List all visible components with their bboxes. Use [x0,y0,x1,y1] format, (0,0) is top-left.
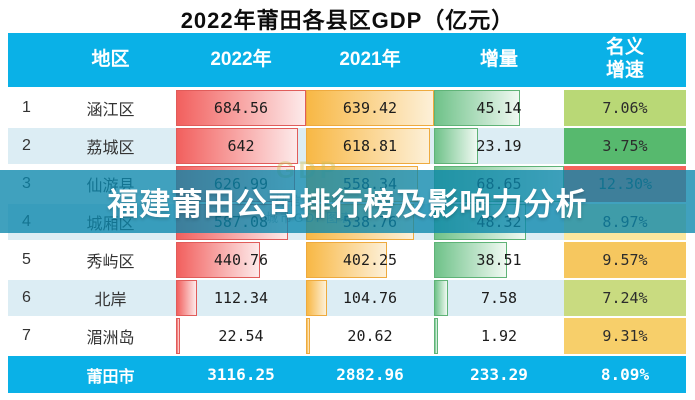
region-cell: 荔城区 [86,140,135,157]
rank-cell: 6 [22,289,31,306]
increase-bar [434,90,520,126]
region-cell: 北岸 [94,292,127,309]
total-2021: 2882.96 [336,365,404,384]
gdp-2021-bar [306,280,327,316]
increase-bar [434,242,507,278]
rank-cell: 5 [22,251,31,268]
increase-cell: 23.19 [434,128,564,164]
gdp-2022-value: 684.56 [213,99,269,117]
gdp-2021-bar [306,90,434,126]
increase-cell: 38.51 [434,242,564,278]
increase-cell: 45.14 [434,90,564,126]
increase-value: 1.92 [480,327,518,345]
gdp-2022-value: 440.76 [213,251,269,269]
table-row: 5 秀屿区 440.76 402.25 38.51 9.57% [8,242,686,278]
increase-bar [434,318,438,354]
gdp-2021-bar [306,128,430,164]
increase-value: 23.19 [476,137,522,155]
gdp-2022-cell: 440.76 [176,242,306,278]
gdp-2022-value: 22.54 [218,327,264,345]
table-header-row: 地区 2022年 2021年 增量 名义 增速 [8,33,686,87]
chart-title: 2022年莆田各县区GDP（亿元） [180,8,515,33]
gdp-2021-cell: 104.76 [306,280,434,316]
gdp-2021-cell: 618.81 [306,128,434,164]
growth-cell: 7.06% [564,90,686,126]
header-growth: 名义 增速 [564,37,686,83]
total-growth: 8.09% [600,365,650,384]
increase-bar [434,280,449,316]
gdp-2022-cell: 642 [176,128,306,164]
region-cell: 秀屿区 [86,254,135,271]
increase-value: 7.58 [480,289,518,307]
gdp-2021-bar [306,318,311,354]
gdp-2021-value: 20.62 [347,327,393,345]
header-growth-line2: 增速 [605,60,644,81]
gdp-2022-cell: 112.34 [176,280,306,316]
gdp-2021-bar [306,242,387,278]
header-2021: 2021年 [339,48,401,70]
gdp-2021-value: 618.81 [342,137,398,155]
table-row: 2 荔城区 642 618.81 23.19 3.75% [8,128,686,164]
gdp-2022-cell: 22.54 [176,318,306,354]
growth-cell: 9.57% [564,242,686,278]
banner-title: 福建莆田公司排行榜及影响力分析 [107,187,588,222]
header-growth-line1: 名义 [605,37,644,59]
growth-cell: 7.24% [564,280,686,316]
total-region: 莆田市 [86,368,135,386]
table-row: 1 涵江区 684.56 639.42 45.14 7.06% [8,90,686,126]
gdp-2021-value: 639.42 [342,99,398,117]
growth-cell: 3.75% [564,128,686,164]
banner-overlay: 福建莆田公司排行榜及影响力分析 [0,170,695,233]
increase-cell: 7.58 [434,280,564,316]
increase-bar [434,128,478,164]
gdp-2021-cell: 20.62 [306,318,434,354]
increase-cell: 1.92 [434,318,564,354]
table-total-row: 莆田市 3116.25 2882.96 233.29 8.09% [8,356,686,393]
gdp-2021-cell: 639.42 [306,90,434,126]
growth-cell: 9.31% [564,318,686,354]
table-row: 6 北岸 112.34 104.76 7.58 7.24% [8,280,686,316]
gdp-2022-bar [176,280,198,316]
gdp-2022-bar [176,242,260,278]
rank-cell: 2 [22,137,31,154]
gdp-2021-cell: 402.25 [306,242,434,278]
total-2022: 3116.25 [207,365,275,384]
gdp-2021-value: 402.25 [342,251,398,269]
total-increase: 233.29 [470,365,528,384]
table-row: 7 湄洲岛 22.54 20.62 1.92 9.31% [8,318,686,354]
gdp-2022-value: 112.34 [213,289,269,307]
rank-cell: 7 [22,327,31,344]
region-cell: 涵江区 [86,102,135,119]
rank-cell: 1 [22,99,31,116]
region-cell: 湄洲岛 [86,330,135,347]
gdp-2022-value: 642 [227,137,255,155]
gdp-2021-value: 104.76 [342,289,398,307]
header-2022: 2022年 [210,48,272,70]
gdp-2022-bar [176,90,306,126]
gdp-2022-bar [176,128,298,164]
increase-value: 38.51 [476,251,522,269]
gdp-2022-bar [176,318,181,354]
header-increase: 增量 [479,48,518,70]
gdp-2022-cell: 684.56 [176,90,306,126]
increase-value: 45.14 [476,99,522,117]
header-region: 地区 [91,48,130,70]
